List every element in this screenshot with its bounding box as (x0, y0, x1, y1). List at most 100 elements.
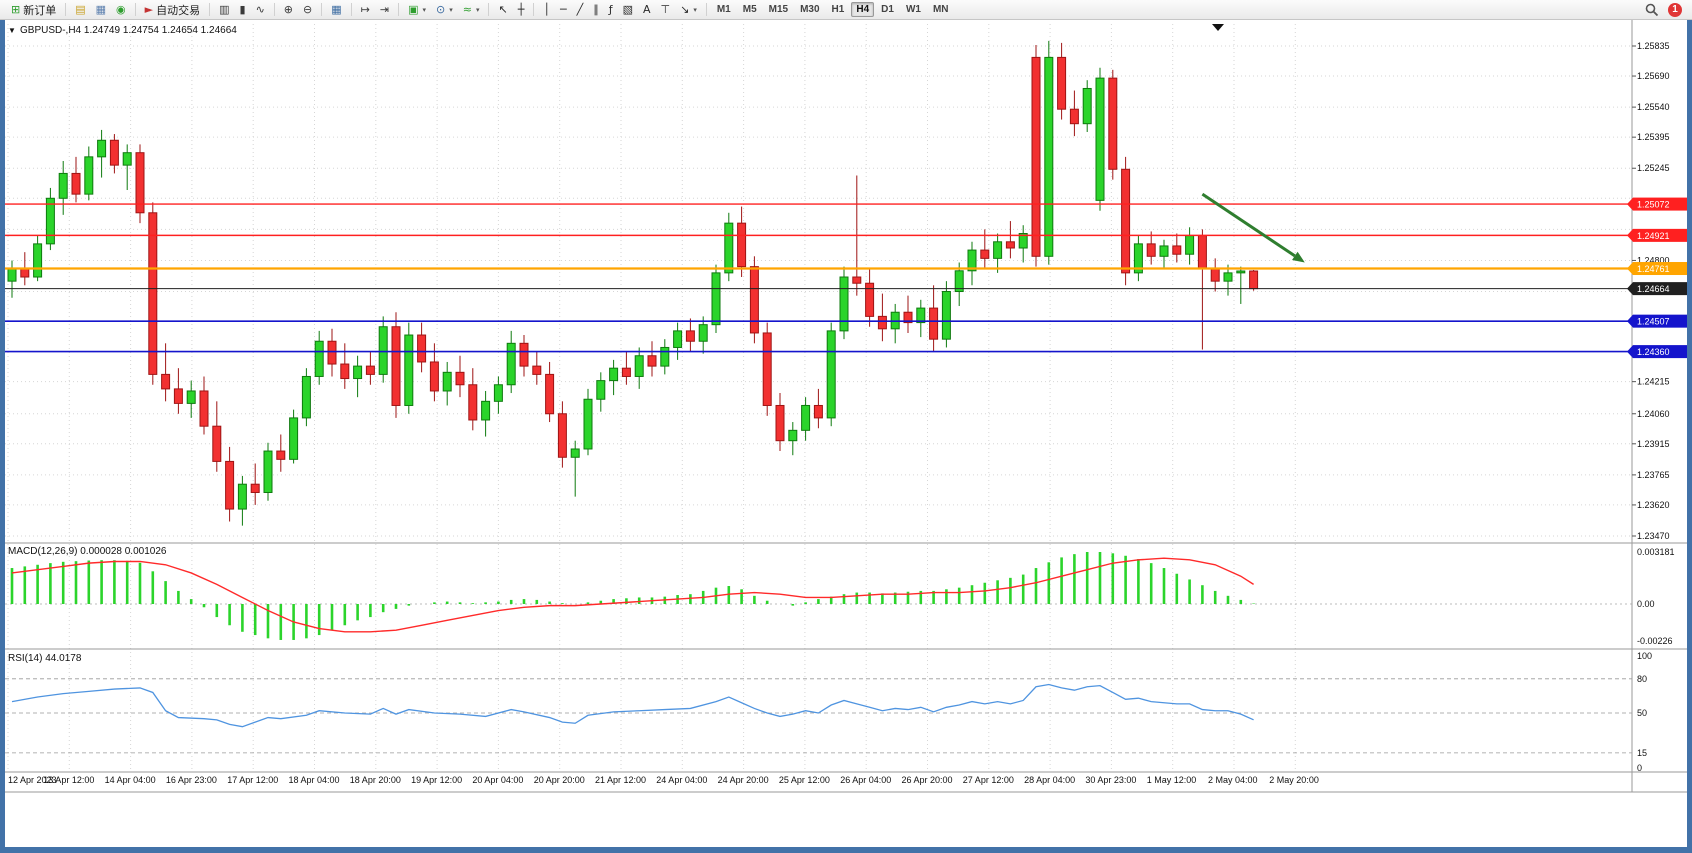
toolbar-separator (209, 3, 211, 16)
candle-body (161, 373, 171, 390)
timeframe-h1[interactable]: H1 (827, 2, 850, 17)
candlestick-icon[interactable]: ▮ (236, 1, 250, 19)
candle-body (45, 197, 55, 245)
timeframe-w1[interactable]: W1 (901, 2, 926, 17)
timeframe-m30[interactable]: M30 (795, 2, 824, 17)
time-axis-label[interactable]: 30 Apr 23:00 (1085, 775, 1136, 785)
time-axis-label[interactable]: 16 Apr 23:00 (166, 775, 217, 785)
cursor-icon[interactable]: ↖ (494, 1, 511, 19)
trendline-icon[interactable]: ╱ (573, 1, 588, 19)
line-chart-icon[interactable]: ∿ (252, 1, 269, 19)
chart-window-bg[interactable] (0, 20, 1692, 853)
time-axis-label[interactable]: 24 Apr 20:00 (718, 775, 769, 785)
period-icon[interactable]: ⊙ ▾ (432, 1, 457, 19)
price-badge-pointer (1627, 228, 1633, 242)
time-axis-label[interactable]: 26 Apr 20:00 (902, 775, 953, 785)
candle-body (84, 156, 94, 195)
vertical-line-icon: │ (543, 3, 550, 16)
price-badge (1633, 314, 1687, 328)
time-axis-label[interactable]: 20 Apr 20:00 (534, 775, 585, 785)
macd-axis-label: 0.00 (1637, 599, 1655, 609)
window-icon: ▦ (95, 3, 107, 16)
time-axis-label[interactable]: 18 Apr 20:00 (350, 775, 401, 785)
timeframe-mn[interactable]: MN (928, 2, 954, 17)
time-axis-label[interactable]: 14 Apr 04:00 (105, 775, 156, 785)
channel-icon: ∥ (593, 3, 599, 16)
time-axis-label[interactable]: 21 Apr 12:00 (595, 775, 646, 785)
vertical-line-icon[interactable]: │ (539, 1, 554, 19)
timeframe-m15[interactable]: M15 (764, 2, 793, 17)
chart-collapse-arrow[interactable]: ▼ (8, 26, 16, 35)
new-order-button[interactable]: ⊞ 新订单 (7, 1, 60, 19)
candle-body (173, 388, 183, 404)
timeframe-h4[interactable]: H4 (851, 2, 875, 17)
crosshair-icon[interactable]: ┼ (514, 1, 529, 19)
rsi-axis-label: 15 (1637, 748, 1647, 758)
time-axis-label[interactable]: 24 Apr 04:00 (656, 775, 707, 785)
time-axis-label[interactable]: 1 May 12:00 (1147, 775, 1197, 785)
tile-windows-icon[interactable]: ▦ (327, 1, 345, 19)
notification-badge[interactable]: 1 (1668, 2, 1682, 17)
time-axis-label[interactable]: 19 Apr 12:00 (411, 775, 462, 785)
price-axis-label: 1.24060 (1637, 409, 1670, 419)
timeframe-m5[interactable]: M5 (738, 2, 762, 17)
timeframe-m1[interactable]: M1 (712, 2, 736, 17)
fibonacci-icon[interactable]: ƒ (605, 1, 617, 19)
toolbar-separator (273, 3, 275, 16)
time-axis-label[interactable]: 28 Apr 04:00 (1024, 775, 1075, 785)
shapes-icon[interactable]: ▧ (619, 1, 637, 19)
auto-scroll-icon[interactable]: ↦ (357, 1, 374, 19)
indicators-icon[interactable]: ≈ ▾ (459, 1, 484, 19)
arrows-icon[interactable]: ↘ ▾ (676, 1, 701, 19)
candle-body (20, 268, 30, 278)
candle-body (340, 363, 350, 380)
zoom-out-icon[interactable]: ⊖ (299, 1, 316, 19)
candle-body (557, 413, 567, 458)
record-icon[interactable]: ◉ (112, 1, 130, 19)
new-chart-icon[interactable]: ▣ ▾ (404, 1, 430, 19)
candle-body (519, 342, 529, 367)
channel-icon[interactable]: ∥ (589, 1, 603, 19)
window-frame-bottom (0, 847, 1692, 853)
candle-body (839, 276, 849, 332)
autotrade-button[interactable]: ► 自动交易 (141, 1, 204, 19)
candlestick-icon: ▮ (239, 3, 246, 16)
time-axis-label[interactable]: 13 Apr 12:00 (43, 775, 94, 785)
zoom-in-icon[interactable]: ⊕ (280, 1, 297, 19)
candle-body (1197, 235, 1207, 270)
time-axis-label[interactable]: 12 Apr 2023 (8, 775, 57, 785)
candle-body (929, 307, 939, 340)
time-axis-label[interactable]: 18 Apr 04:00 (289, 775, 340, 785)
time-axis-label[interactable]: 20 Apr 04:00 (472, 775, 523, 785)
time-axis-label[interactable]: 25 Apr 12:00 (779, 775, 830, 785)
window-icon[interactable]: ▦ (92, 1, 110, 19)
indicators-icon: ≈ (462, 3, 472, 16)
horizontal-line-icon[interactable]: ─ (556, 1, 571, 19)
time-axis-label[interactable]: 27 Apr 12:00 (963, 775, 1014, 785)
candle-body (481, 400, 491, 421)
label-icon[interactable]: ⊤ (657, 1, 675, 19)
trend-arrow-head[interactable] (1292, 251, 1305, 263)
time-axis-label[interactable]: 2 May 04:00 (1208, 775, 1258, 785)
text-icon: A (642, 3, 651, 16)
timeframe-d1[interactable]: D1 (876, 2, 899, 17)
toolbar-separator (321, 3, 323, 16)
chart-title: GBPUSD-,H4 1.24749 1.24754 1.24654 1.246… (20, 25, 237, 36)
time-axis-label[interactable]: 26 Apr 04:00 (840, 775, 891, 785)
search-icon[interactable] (1645, 3, 1659, 17)
candle-body (109, 139, 119, 166)
trend-arrow[interactable] (1201, 192, 1296, 258)
autotrade-icon: ► (144, 3, 154, 16)
candle-body (865, 282, 875, 317)
price-badge-label: 1.24664 (1637, 284, 1670, 294)
time-axis-label[interactable]: 2 May 20:00 (1269, 775, 1319, 785)
text-icon[interactable]: A (639, 1, 655, 19)
layers-icon[interactable]: ▤ (71, 1, 89, 19)
time-axis-label[interactable]: 17 Apr 12:00 (227, 775, 278, 785)
candles (7, 40, 1259, 526)
chart-shift-marker[interactable] (1212, 24, 1224, 31)
chart-shift-icon[interactable]: ⇥ (376, 1, 393, 19)
candle-body (148, 212, 158, 375)
bar-chart-icon[interactable]: ▥ (215, 1, 233, 19)
